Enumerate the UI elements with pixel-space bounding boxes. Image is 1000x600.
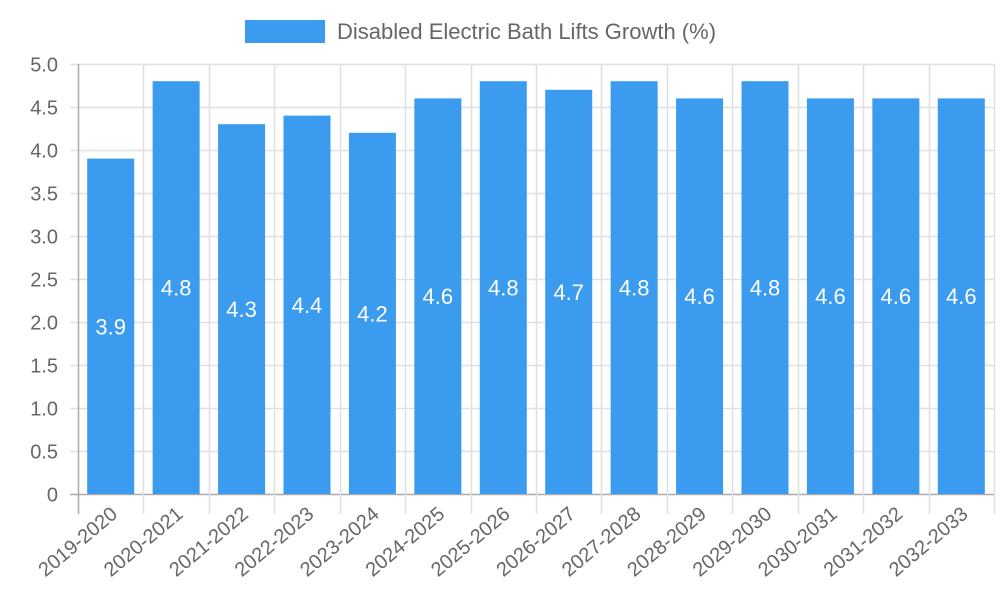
y-tick-label: 3.5 — [30, 184, 58, 206]
y-tick-label: 4.0 — [30, 141, 58, 163]
data-label: 4.6 — [881, 284, 912, 309]
bar[interactable] — [545, 89, 593, 495]
y-tick-label: 1.5 — [30, 356, 58, 378]
bar[interactable] — [87, 158, 135, 494]
y-tick-label: 2.0 — [30, 313, 58, 335]
bar[interactable] — [610, 81, 658, 494]
y-tick-label: 3.0 — [30, 227, 58, 249]
bars — [87, 81, 985, 495]
bar[interactable] — [218, 124, 266, 494]
y-axis: 0 0.5 1.0 1.5 2.0 2.5 3.0 3.5 4.0 4.5 5.0 — [30, 55, 58, 507]
data-label: 4.6 — [423, 284, 454, 309]
y-tick-label: 0.5 — [30, 442, 58, 464]
data-label: 4.3 — [226, 297, 257, 322]
data-label: 4.7 — [553, 280, 584, 305]
data-label: 4.8 — [750, 276, 781, 301]
y-tick-label: 2.5 — [30, 270, 58, 292]
y-tick-label: 0 — [47, 485, 58, 507]
bar[interactable] — [283, 115, 331, 494]
bar[interactable] — [676, 98, 724, 495]
data-label: 4.2 — [357, 301, 388, 326]
bar[interactable] — [937, 98, 985, 495]
data-label: 4.8 — [161, 276, 192, 301]
y-tick-label: 1.0 — [30, 399, 58, 421]
grid — [70, 63, 996, 514]
bar[interactable] — [414, 98, 462, 495]
bar[interactable] — [348, 132, 396, 495]
bar[interactable] — [872, 98, 920, 495]
legend[interactable]: Disabled Electric Bath Lifts Growth (%) — [245, 19, 716, 44]
y-tick-label: 4.5 — [30, 98, 58, 120]
legend-label: Disabled Electric Bath Lifts Growth (%) — [337, 19, 716, 44]
legend-swatch — [245, 20, 325, 43]
y-tick-label: 5.0 — [30, 55, 58, 77]
data-label: 3.9 — [95, 314, 126, 339]
data-label: 4.8 — [488, 276, 519, 301]
data-label: 4.6 — [815, 284, 846, 309]
bar[interactable] — [741, 81, 789, 494]
data-label: 4.6 — [946, 284, 977, 309]
data-labels: 3.9 4.8 4.3 4.4 4.2 4.6 4.8 4.7 4.8 4.6 4.8 4.6 4.6 4… — [95, 276, 976, 340]
x-axis: 2019-20202020-20212021-20222022-20232023… — [35, 503, 973, 581]
bar[interactable] — [152, 81, 200, 494]
data-label: 4.8 — [619, 276, 650, 301]
bar[interactable] — [806, 98, 854, 495]
data-label: 4.4 — [292, 293, 323, 318]
bar[interactable] — [479, 81, 527, 494]
data-label: 4.6 — [684, 284, 715, 309]
